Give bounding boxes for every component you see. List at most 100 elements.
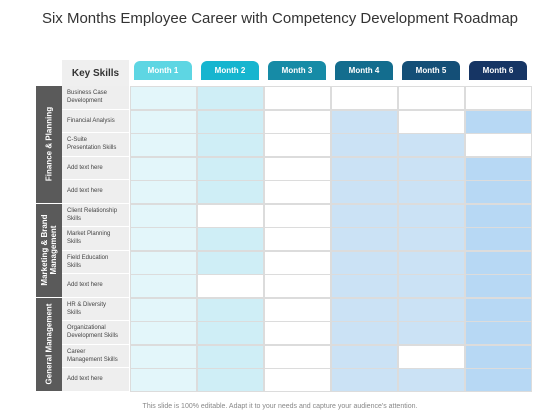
grid-cell — [264, 109, 331, 134]
grid-cell — [331, 250, 398, 275]
grid-cell — [331, 156, 398, 181]
month-header-2: Month 2 — [201, 61, 259, 80]
grid-cell — [331, 297, 398, 322]
skill-label: Add text here — [62, 180, 129, 204]
skill-label: Client Relationship Skills — [62, 203, 129, 227]
month-header-3: Month 3 — [268, 61, 326, 80]
grid-cell — [398, 86, 465, 110]
grid-cell — [398, 180, 465, 204]
grid-cell — [465, 344, 532, 369]
grid-cell — [264, 274, 331, 298]
skill-label: Add text here — [62, 368, 129, 392]
grid-cell — [465, 203, 532, 228]
grid-cell — [331, 227, 398, 251]
grid-cell — [197, 109, 264, 134]
month-header-1: Month 1 — [134, 61, 192, 80]
page-title: Six Months Employee Career with Competen… — [41, 10, 519, 27]
grid-cell — [130, 321, 197, 345]
grid-cell — [197, 180, 264, 204]
grid-cell — [398, 344, 465, 369]
grid-cell — [331, 344, 398, 369]
grid-cell — [398, 109, 465, 134]
grid-cell — [130, 156, 197, 181]
grid-cell — [465, 321, 532, 345]
grid-cell — [130, 274, 197, 298]
skill-label: Market Planning Skills — [62, 227, 129, 251]
grid-cell — [331, 368, 398, 392]
grid-cell — [465, 250, 532, 275]
month-header-6: Month 6 — [469, 61, 527, 80]
grid-cell — [264, 227, 331, 251]
grid-cell — [197, 368, 264, 392]
grid-cell — [197, 156, 264, 181]
grid-cell — [465, 180, 532, 204]
grid-cell — [197, 344, 264, 369]
month-header-4: Month 4 — [335, 61, 393, 80]
grid-cell — [331, 109, 398, 134]
skill-label: HR & Diversity Skills — [62, 297, 129, 321]
grid-cell — [398, 227, 465, 251]
grid-cell — [197, 133, 264, 157]
grid-cell — [197, 250, 264, 275]
grid-cell — [465, 368, 532, 392]
grid-cell — [130, 368, 197, 392]
grid-cell — [398, 156, 465, 181]
grid-cell — [264, 180, 331, 204]
category-label: General Management — [44, 303, 54, 385]
grid-cell — [130, 250, 197, 275]
category-3: General Management — [36, 297, 62, 392]
skill-label: Organizational Development Skills — [62, 321, 129, 345]
grid-cell — [264, 86, 331, 110]
grid-cell — [197, 274, 264, 298]
skill-label: Field Education Skills — [62, 250, 129, 274]
skill-label: C-Suite Presentation Skills — [62, 133, 129, 157]
grid-cell — [264, 344, 331, 369]
category-label: Marketing & Brand Management — [40, 214, 58, 286]
grid-cell — [331, 180, 398, 204]
grid-cell — [398, 368, 465, 392]
grid-cell — [465, 297, 532, 322]
grid-cell — [398, 297, 465, 322]
grid-cell — [465, 86, 532, 110]
skill-label: Add text here — [62, 274, 129, 298]
grid-cell — [331, 133, 398, 157]
grid-cell — [264, 250, 331, 275]
grid-cell — [197, 203, 264, 228]
grid-cell — [465, 133, 532, 157]
footer-note: This slide is 100% editable. Adapt it to… — [142, 403, 418, 410]
month-header-5: Month 5 — [402, 61, 460, 80]
grid-cell — [465, 156, 532, 181]
skill-label: Financial Analysis — [62, 109, 129, 133]
grid-cell — [465, 227, 532, 251]
grid-cell — [264, 133, 331, 157]
grid-cell — [197, 227, 264, 251]
category-2: Marketing & Brand Management — [36, 203, 62, 298]
grid-cell — [130, 227, 197, 251]
key-skills-header: Key Skills — [62, 60, 129, 86]
grid-cell — [264, 297, 331, 322]
grid-cell — [465, 109, 532, 134]
grid-cell — [331, 203, 398, 228]
grid-cell — [130, 180, 197, 204]
grid-cell — [398, 133, 465, 157]
grid-cell — [130, 133, 197, 157]
grid-cell — [197, 321, 264, 345]
grid-cell — [398, 321, 465, 345]
grid-cell — [197, 297, 264, 322]
grid-cell — [264, 156, 331, 181]
grid-cell — [264, 203, 331, 228]
grid-cell — [398, 274, 465, 298]
category-1: Finance & Planning — [36, 86, 62, 204]
grid-cell — [197, 86, 264, 110]
grid-cell — [398, 250, 465, 275]
skill-label: Career Management Skills — [62, 344, 129, 368]
skill-label: Business Case Development — [62, 86, 129, 110]
grid-cell — [130, 344, 197, 369]
grid-cell — [130, 86, 197, 110]
grid-cell — [331, 274, 398, 298]
grid-cell — [264, 368, 331, 392]
grid-cell — [130, 109, 197, 134]
grid-cell — [398, 203, 465, 228]
grid-cell — [331, 321, 398, 345]
grid-cell — [130, 297, 197, 322]
